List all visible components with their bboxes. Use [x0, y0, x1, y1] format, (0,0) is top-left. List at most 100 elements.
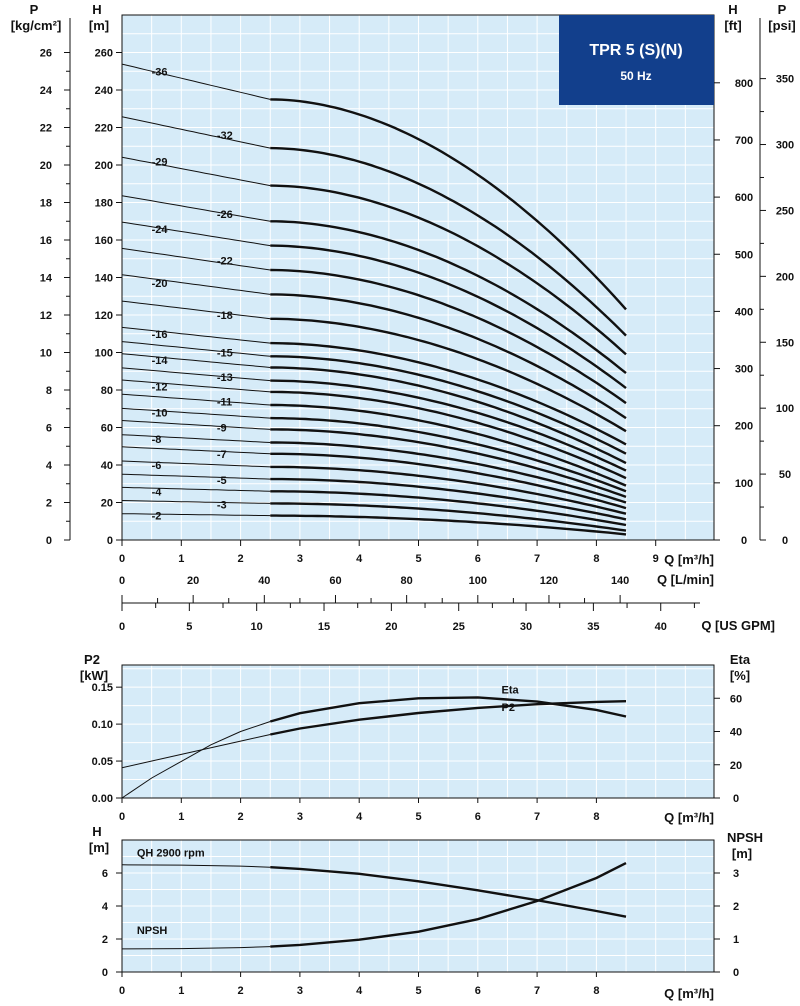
head-curve-thin [121, 116, 271, 149]
tick-label-h-ft: 800 [735, 78, 753, 90]
tick-label-q-mid: 5 [415, 811, 421, 823]
tick-label-q-lmin: 80 [401, 575, 413, 587]
head-curve-thin [121, 367, 271, 382]
head-curve-bold [270, 502, 627, 532]
tick-label-q-lmin: 20 [187, 575, 199, 587]
tick-label-h-m: 0 [107, 535, 113, 547]
tick-label-q-bot: 7 [534, 985, 540, 997]
head-curve-bold [270, 514, 627, 536]
tick-label-q-m3h: 6 [475, 553, 481, 565]
head-curve-thin [121, 326, 271, 344]
curve-label: -5 [217, 475, 227, 487]
tick-label-h-m: 100 [95, 348, 113, 360]
head-curve-thin [121, 341, 271, 357]
axis-label-q-mid: Q [m³/h] [664, 810, 714, 825]
tick-label-npsh: 1 [733, 934, 739, 946]
npsh-curve-bold [270, 862, 627, 948]
tick-label-h-small: 0 [102, 967, 108, 979]
tick-label-h-m: 20 [101, 498, 113, 510]
head-curve-bold [270, 379, 627, 472]
tick-label-q-usgpm: 20 [385, 621, 397, 633]
tick-label-q-usgpm: 35 [587, 621, 599, 633]
axis-unit-h-ft: [ft] [724, 18, 741, 33]
tick-label-npsh: 0 [733, 967, 739, 979]
tick-label-p-kgcm2: 16 [40, 235, 52, 247]
tick-label-q-bot: 2 [238, 985, 244, 997]
tick-label-p-kgcm2: 26 [40, 48, 52, 60]
head-curve-bold [270, 403, 627, 487]
axis-unit-p-kgcm2: [kg/cm²] [11, 18, 62, 33]
tick-label-q-m3h: 9 [653, 553, 659, 565]
tick-label-p-kgcm2: 4 [46, 460, 53, 472]
head-curve-thin [121, 420, 271, 430]
tick-label-q-usgpm: 0 [119, 621, 125, 633]
head-curve-thin [121, 500, 271, 504]
tick-label-p-kgcm2: 18 [40, 198, 52, 210]
axis-label-h-small: H [92, 824, 101, 839]
tick-label-npsh: 2 [733, 901, 739, 913]
tick-label-q-m3h: 0 [119, 553, 125, 565]
curve-label: -36 [152, 66, 168, 78]
head-curve-thin [121, 486, 271, 492]
tick-label-q-mid: 3 [297, 811, 303, 823]
p2-curve-label: P2 [502, 702, 515, 714]
tick-label-q-usgpm: 10 [251, 621, 263, 633]
head-curve-thin [121, 513, 271, 517]
tick-label-q-bot: 5 [415, 985, 421, 997]
tick-label-p-kgcm2: 24 [40, 85, 53, 97]
axis-label-q-lmin: Q [L/min] [657, 572, 714, 587]
badge-subtitle: 50 Hz [620, 69, 651, 83]
axis-label-eta: Eta [730, 652, 751, 667]
head-curve-bold [270, 428, 627, 499]
curve-label: -29 [152, 156, 168, 168]
tick-label-p-psi: 350 [776, 74, 794, 86]
curve-label: -14 [152, 355, 169, 367]
head-curve-bold [270, 452, 627, 510]
tick-label-p-kgcm2: 22 [40, 123, 52, 135]
tick-label-q-mid: 0 [119, 811, 125, 823]
eta-curve-thin [121, 721, 271, 799]
tick-label-q-m3h: 3 [297, 553, 303, 565]
tick-label-p-kgcm2: 14 [40, 273, 53, 285]
tick-label-q-m3h: 2 [238, 553, 244, 565]
curve-label: -22 [217, 256, 233, 268]
tick-label-q-m3h: 8 [593, 553, 599, 565]
tick-label-eta: 20 [730, 760, 742, 772]
head-curve-bold [270, 341, 627, 446]
axis-unit-p-psi: [psi] [768, 18, 795, 33]
tick-label-q-mid: 8 [593, 811, 599, 823]
head-curve-bold [270, 244, 627, 390]
tick-label-h-m: 60 [101, 423, 113, 435]
eta-curve-label: Eta [502, 684, 520, 696]
tick-label-q-bot: 3 [297, 985, 303, 997]
tick-label-eta: 40 [730, 727, 742, 739]
tick-label-h-ft: 500 [735, 249, 753, 261]
head-curve-bold [270, 184, 627, 356]
tick-label-h-m: 120 [95, 310, 113, 322]
tick-label-q-bot: 8 [593, 985, 599, 997]
head-curve-bold [270, 98, 627, 311]
head-curve-bold [270, 355, 627, 455]
tick-label-q-lmin: 0 [119, 575, 125, 587]
tick-label-p2: 0.00 [92, 793, 113, 805]
tick-label-h-m: 160 [95, 235, 113, 247]
tick-label-p-psi: 200 [776, 271, 794, 283]
head-curve-bold [270, 416, 627, 493]
npsh-curve-thin [121, 946, 271, 950]
tick-label-eta: 60 [730, 693, 742, 705]
curve-label: -13 [217, 372, 233, 384]
tick-label-h-small: 2 [102, 934, 108, 946]
axis-label-npsh: NPSH [727, 830, 763, 845]
tick-label-h-ft: 400 [735, 306, 753, 318]
head-curve-bold [270, 465, 627, 515]
head-curve-bold [270, 220, 627, 375]
tick-label-q-bot: 4 [356, 985, 363, 997]
curve-label: -26 [217, 209, 233, 221]
tick-label-p-psi: 50 [779, 469, 791, 481]
tick-label-q-usgpm: 5 [186, 621, 192, 633]
tick-label-h-ft: 200 [735, 421, 753, 433]
axis-label-h-m: H [92, 2, 101, 17]
axis-unit-h-small: [m] [89, 840, 109, 855]
power-efficiency-panel: EtaP20.000.050.100.15P2[kW]0204060Eta[%]… [80, 652, 751, 825]
